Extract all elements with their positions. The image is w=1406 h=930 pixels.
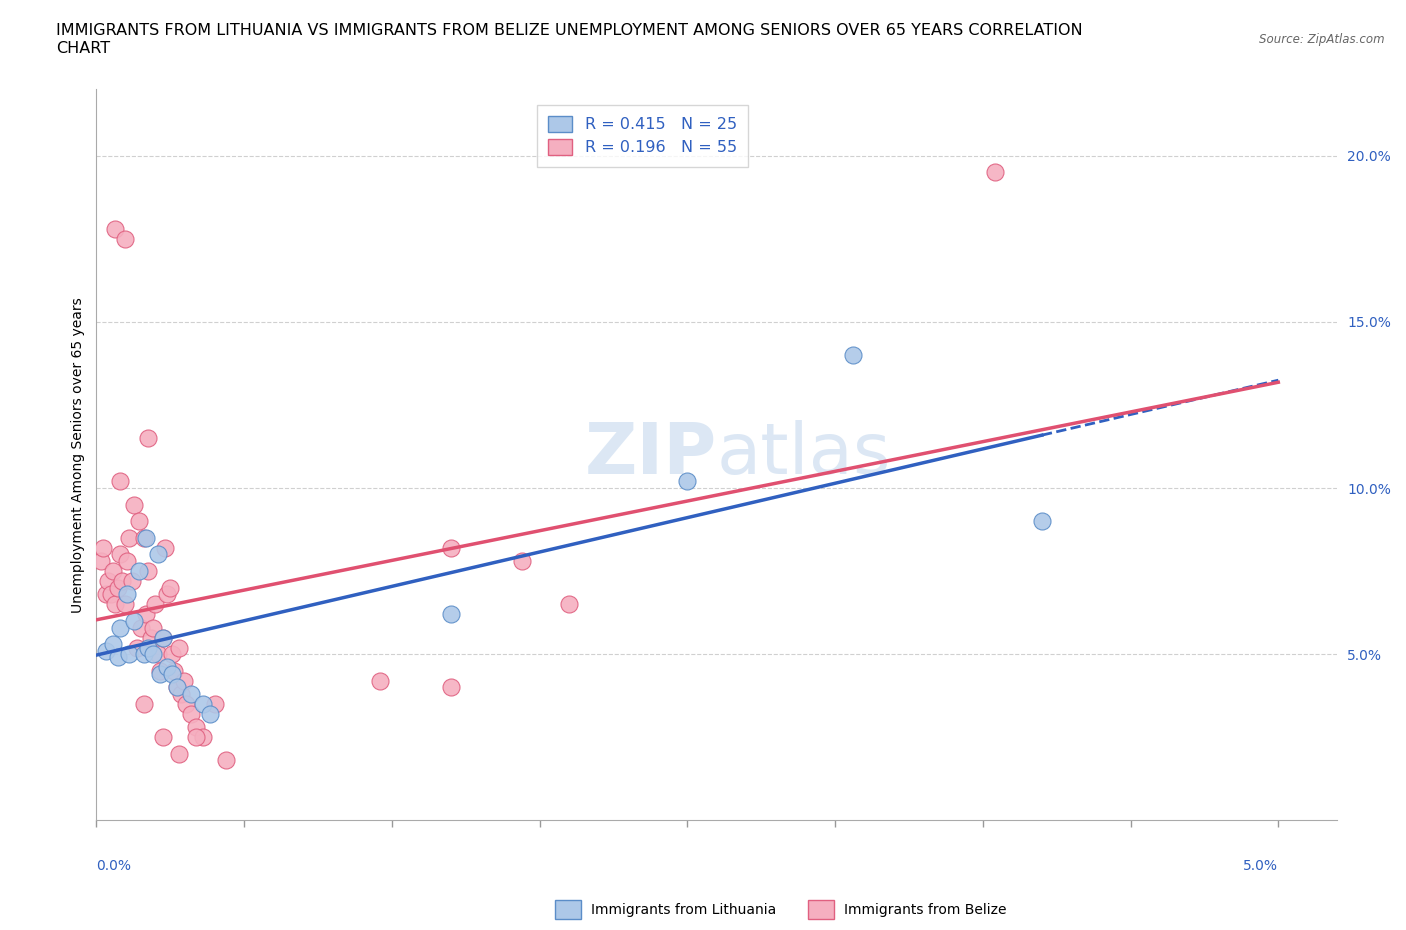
Point <box>115 553 138 568</box>
Point <box>107 650 129 665</box>
Point <box>166 680 188 695</box>
Point <box>118 530 141 545</box>
Text: Immigrants from Lithuania: Immigrants from Lithuania <box>591 902 776 917</box>
Point <box>174 697 197 711</box>
Point <box>108 474 131 489</box>
Text: Source: ZipAtlas.com: Source: ZipAtlas.com <box>1260 33 1385 46</box>
Point <box>138 640 160 655</box>
Point <box>132 530 155 545</box>
Point <box>97 574 120 589</box>
Text: Immigrants from Belize: Immigrants from Belize <box>844 902 1007 917</box>
Point <box>108 547 131 562</box>
Point <box>125 640 148 655</box>
Point <box>180 707 202 722</box>
Point <box>152 730 174 745</box>
Point <box>108 620 131 635</box>
Point <box>198 707 221 722</box>
Point <box>114 597 136 612</box>
Point <box>138 564 160 578</box>
Point <box>94 644 117 658</box>
Point <box>152 631 174 645</box>
Point <box>101 564 124 578</box>
Point <box>142 646 165 661</box>
Point <box>166 680 188 695</box>
Point <box>121 574 143 589</box>
Point <box>129 620 152 635</box>
Text: 0.0%: 0.0% <box>97 859 131 873</box>
Point <box>159 580 181 595</box>
Point <box>184 730 207 745</box>
Point <box>146 547 169 562</box>
Point <box>983 165 1005 179</box>
Point <box>180 686 202 701</box>
Point <box>173 673 195 688</box>
Point <box>156 587 179 602</box>
Point <box>114 232 136 246</box>
Point <box>93 540 115 555</box>
Text: atlas: atlas <box>717 420 891 489</box>
Point <box>558 597 581 612</box>
Point <box>204 697 226 711</box>
Point <box>440 680 463 695</box>
Point <box>160 667 183 682</box>
Point <box>122 498 145 512</box>
Point <box>160 646 183 661</box>
Point <box>440 540 463 555</box>
Point <box>111 574 134 589</box>
Point <box>118 646 141 661</box>
Point <box>122 614 145 629</box>
Point <box>132 697 155 711</box>
Point <box>156 660 179 675</box>
Point <box>107 580 129 595</box>
Point <box>191 697 214 711</box>
Point <box>153 540 176 555</box>
Point <box>94 587 117 602</box>
Point <box>676 474 699 489</box>
Point <box>146 646 169 661</box>
Point <box>163 663 186 678</box>
Y-axis label: Unemployment Among Seniors over 65 years: Unemployment Among Seniors over 65 years <box>72 297 86 613</box>
Point <box>90 553 112 568</box>
Point <box>100 587 122 602</box>
Point <box>135 607 157 622</box>
Point <box>101 637 124 652</box>
Point <box>215 753 238 768</box>
Text: ZIP: ZIP <box>585 420 717 489</box>
Point <box>152 631 174 645</box>
Point <box>149 667 172 682</box>
Point <box>104 597 127 612</box>
Point <box>128 564 150 578</box>
Point <box>1031 514 1053 529</box>
Point <box>135 530 157 545</box>
Point <box>842 348 865 363</box>
Legend: R = 0.415   N = 25, R = 0.196   N = 55: R = 0.415 N = 25, R = 0.196 N = 55 <box>537 105 748 166</box>
Point <box>510 553 533 568</box>
Point <box>128 514 150 529</box>
Point <box>145 597 167 612</box>
Point <box>149 663 172 678</box>
Point <box>191 730 214 745</box>
Text: IMMIGRANTS FROM LITHUANIA VS IMMIGRANTS FROM BELIZE UNEMPLOYMENT AMONG SENIORS O: IMMIGRANTS FROM LITHUANIA VS IMMIGRANTS … <box>56 23 1083 56</box>
Text: 5.0%: 5.0% <box>1243 859 1278 873</box>
Point <box>184 720 207 735</box>
Point <box>167 640 190 655</box>
Point <box>138 431 160 445</box>
Point <box>170 686 193 701</box>
Point <box>368 673 391 688</box>
Point <box>132 646 155 661</box>
Point <box>115 587 138 602</box>
Point <box>167 747 190 762</box>
Point <box>142 620 165 635</box>
Point <box>139 631 162 645</box>
Point <box>104 221 127 236</box>
Point <box>440 607 463 622</box>
